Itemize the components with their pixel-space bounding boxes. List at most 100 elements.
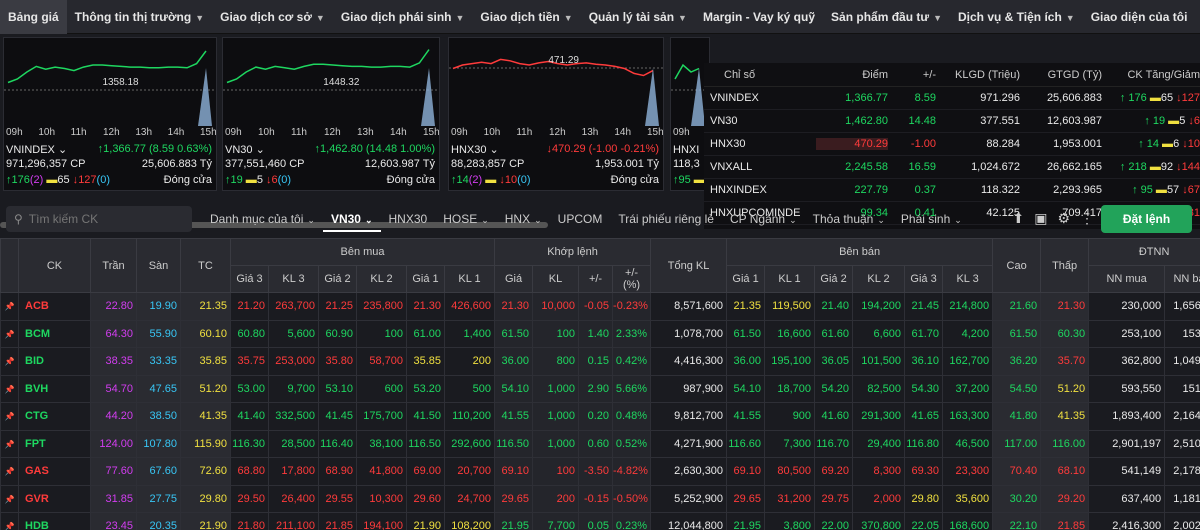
index-chart-card[interactable]: 09h HNXI ⌄ 118,3 ↑95 ▬ ↓ (670, 37, 710, 191)
chevron-down-icon: ▼ (315, 12, 325, 23)
cell-pin[interactable]: 📌 (0, 374, 19, 403)
index-chart-card[interactable]: 471.29 09h 10h 11h 12h 13h 14h 15h HNX30 ⌄ ↓470.2… (448, 37, 664, 191)
board-tab-5[interactable]: UPCOM (550, 212, 611, 226)
cell-s1p: 41.55 (726, 402, 766, 431)
nav-item-3[interactable]: Giao dịch phái sinh ▼ (333, 0, 473, 34)
nav-item-4[interactable]: Giao dịch tiền ▼ (472, 0, 580, 34)
index-row[interactable]: VNINDEX 1,366.77 8.59 971.296 25,606.883 ↑ 17… (704, 87, 1200, 110)
nav-item-5[interactable]: Quản lý tài sản ▼ (581, 0, 695, 34)
board-tab-6[interactable]: Trái phiếu riêng lẻ (610, 212, 722, 226)
nav-item-1[interactable]: Thông tin thị trường ▼ (67, 0, 212, 34)
nav-item-7[interactable]: Sản phẩm đầu tư ▼ (823, 0, 950, 34)
board-tab-0[interactable]: Danh mục của tôi ⌄ (202, 212, 323, 226)
cell-s2v: 29,400 (852, 429, 906, 458)
board-tab-7[interactable]: CP Ngành ⌄ (722, 212, 805, 226)
excel-icon[interactable]: ▣ (1034, 210, 1048, 226)
nav-item-8[interactable]: Dịch vụ & Tiện ích ▼ (950, 0, 1083, 34)
cell-b3p: 53.00 (230, 374, 269, 403)
cell-pin[interactable]: 📌 (0, 347, 19, 376)
board-tabs: Danh mục của tôi ⌄ VN30 ⌄ HNX30 HOSE ⌄ HNX ⌄ UPCO… (202, 206, 970, 232)
cell-s3p: 116.80 (904, 429, 944, 458)
board-tab-3[interactable]: HOSE ⌄ (435, 212, 497, 226)
board-tab-4[interactable]: HNX ⌄ (497, 212, 550, 226)
pin-icon[interactable]: 📌 (4, 384, 15, 394)
chevron-down-icon: ▼ (678, 12, 687, 23)
cell-b3v: 28,500 (268, 429, 319, 458)
board-row[interactable]: 📌 GVR 31.85 27.75 29.80 29.50 26,400 29.55 10,30… (0, 484, 1200, 513)
cell-pin[interactable]: 📌 (0, 292, 19, 321)
cell-s1v: 80,500 (764, 457, 816, 486)
cell-mp: 36.00 (494, 347, 534, 376)
board-row[interactable]: 📌 FPT 124.00 107.80 115.90 116.30 28,500 116.40… (0, 429, 1200, 458)
cell-mv: 7,700 (532, 512, 580, 530)
board-row[interactable]: 📌 ACB 22.80 19.90 21.35 21.20 263,700 21.25 235,… (0, 292, 1200, 321)
ref-bar-icon: ▬ (43, 174, 58, 186)
pin-icon[interactable]: 📌 (4, 357, 15, 367)
nav-item-9[interactable]: Giao diện của tôi (1083, 0, 1196, 34)
nav-item-2[interactable]: Giao dịch cơ sở ▼ (212, 0, 333, 34)
pin-icon[interactable]: 📌 (4, 467, 15, 477)
pin-icon[interactable]: 📌 (4, 439, 15, 449)
chevron-down-icon[interactable]: ⌄ (486, 144, 499, 156)
index-row[interactable]: HNXINDEX 227.79 0.37 118.322 2,293.965 ↑ 95 ▬… (704, 179, 1200, 202)
cell-pin[interactable]: 📌 (0, 402, 19, 431)
board-row[interactable]: 📌 BCM 64.30 55.90 60.10 60.80 5,600 60.90 100 61.… (0, 319, 1200, 348)
board-row[interactable]: 📌 BID 38.35 33.35 35.85 35.75 253,000 35.80 58,7… (0, 347, 1200, 376)
index-row[interactable]: HNX30 470.29 -1.00 88.284 1,953.001 ↑ 14 ▬6 ↓… (704, 133, 1200, 156)
index-row[interactable]: VNXALL 2,245.58 16.59 1,024.672 26,662.165 ↑ … (704, 156, 1200, 179)
pin-icon[interactable]: 📌 (4, 494, 15, 504)
place-order-button[interactable]: Đặt lệnh (1101, 205, 1192, 233)
tab-label: Phái sinh (900, 212, 951, 226)
time-tick: 13h (357, 127, 374, 138)
pin-icon[interactable]: 📌 (4, 522, 15, 530)
cell-low: 68.10 (1040, 457, 1090, 486)
cell-high: 41.80 (992, 402, 1042, 431)
gear-icon[interactable]: ⚙ (1057, 210, 1070, 226)
cell-pin[interactable]: 📌 (0, 512, 19, 530)
cell-b1v: 426,600 (443, 292, 496, 321)
board-row[interactable]: 📌 HDB 23.45 20.35 21.90 21.80 211,100 21.85 194,… (0, 512, 1200, 530)
board-row[interactable]: 📌 CTG 44.20 38.50 41.35 41.40 332,500 41.45 175,… (0, 402, 1200, 431)
more-icon[interactable]: ⋮ (1080, 210, 1094, 226)
board-tab-8[interactable]: Thỏa thuận ⌄ (805, 212, 893, 226)
pin-icon[interactable]: 📌 (4, 412, 15, 422)
cell-pin[interactable]: 📌 (0, 319, 19, 348)
board-tab-9[interactable]: Phái sinh ⌄ (893, 212, 970, 226)
index-breadth: ↑ 218 ▬92 ↓144 (1102, 161, 1200, 173)
index-chart-card[interactable]: 1448.32 09h 10h 11h 12h 13h 14h 15h VN30 ⌄ ↑1,462… (222, 37, 440, 191)
nav-item-6[interactable]: Margin - Vay ký quỹ (695, 0, 823, 34)
board-tab-1[interactable]: VN30 ⌄ (322, 212, 381, 232)
cell-nnsell: 2,002,10 (1164, 512, 1200, 530)
chevron-down-icon[interactable]: ⌄ (54, 144, 68, 156)
index-name: HNX30 (710, 138, 746, 150)
search-input[interactable] (28, 212, 169, 226)
group-header-buy: Bên mua (229, 238, 496, 266)
cell-nnbuy: 2,416,300 (1088, 512, 1166, 530)
pin-icon[interactable]: 📌 (4, 302, 15, 312)
header-text: KL 2 (370, 273, 393, 285)
cell-b2v: 10,300 (356, 484, 407, 513)
index-chart-card[interactable]: 1358.18 09h 10h 11h 12h 13h 14h 15h VNINDEX ⌄ ↑1,… (3, 37, 217, 191)
chart-scrollbar[interactable] (0, 222, 548, 228)
cell-pin[interactable]: 📌 (0, 457, 19, 486)
cell-nnsell: 151,63 (1164, 374, 1200, 403)
up-arrow-icon: ↑ (6, 174, 12, 186)
pin-icon[interactable]: 📌 (4, 329, 15, 339)
cell-b3v: 17,800 (268, 457, 319, 486)
board-row[interactable]: 📌 BVH 54.70 47.65 51.20 53.00 9,700 53.10 600 53.… (0, 374, 1200, 403)
cell-pin[interactable]: 📌 (0, 484, 19, 513)
cell-low: 21.30 (1040, 292, 1090, 321)
cell-pin[interactable]: 📌 (0, 429, 19, 458)
arrow-up-icon[interactable]: ⬆ (1012, 210, 1025, 226)
board-tab-2[interactable]: HNX30 (381, 212, 436, 226)
tab-label: Danh mục của tôi (210, 212, 304, 226)
volume-area (691, 68, 705, 126)
chevron-down-icon[interactable]: ⌄ (252, 144, 265, 156)
ref-count: 6 (1173, 138, 1180, 150)
nav-item-0[interactable]: Bảng giá (0, 0, 67, 34)
index-row[interactable]: VN30 1,462.80 14.48 377.551 12,603.987 ↑ 19 ▬… (704, 110, 1200, 133)
stock-search[interactable]: ⚲ (6, 206, 192, 232)
tab-label: CP Ngành (729, 212, 786, 226)
ref-count: 5 (256, 174, 263, 186)
board-row[interactable]: 📌 GAS 77.60 67.60 72.60 68.80 17,800 68.90 41,80… (0, 457, 1200, 486)
